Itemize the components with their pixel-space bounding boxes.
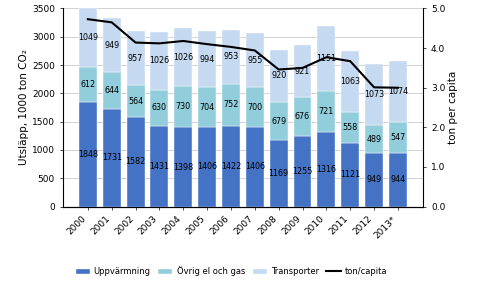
Bar: [150, 32, 168, 90]
Text: 630: 630: [152, 103, 167, 112]
Bar: [388, 153, 406, 207]
Bar: [174, 127, 192, 207]
Text: 1406: 1406: [244, 162, 264, 171]
Text: 730: 730: [175, 102, 191, 111]
Text: 1316: 1316: [316, 165, 336, 174]
Bar: [150, 126, 168, 207]
Text: 957: 957: [128, 53, 143, 63]
Bar: [79, 8, 96, 67]
Bar: [245, 33, 263, 87]
Text: 994: 994: [199, 55, 214, 64]
Text: 1431: 1431: [149, 162, 169, 171]
Text: 547: 547: [389, 133, 405, 142]
Text: 752: 752: [223, 100, 238, 109]
Bar: [126, 117, 144, 207]
Text: 679: 679: [271, 117, 286, 126]
Y-axis label: ton per capita: ton per capita: [447, 71, 457, 144]
Text: 1049: 1049: [78, 33, 98, 42]
Text: 921: 921: [294, 67, 310, 76]
Text: 489: 489: [366, 134, 381, 143]
Bar: [317, 26, 335, 91]
Text: 721: 721: [318, 107, 333, 116]
Text: 1582: 1582: [125, 157, 145, 166]
Bar: [245, 127, 263, 207]
Bar: [198, 127, 216, 207]
Bar: [388, 61, 406, 122]
Text: 949: 949: [366, 175, 381, 184]
Bar: [317, 91, 335, 132]
Text: 1073: 1073: [363, 90, 384, 99]
Text: 704: 704: [199, 102, 214, 112]
Text: 1121: 1121: [339, 170, 360, 179]
Text: 676: 676: [294, 112, 310, 121]
Text: 1026: 1026: [173, 53, 193, 62]
Text: 1255: 1255: [292, 167, 312, 175]
Bar: [79, 102, 96, 207]
Bar: [364, 65, 382, 125]
Text: 1422: 1422: [220, 162, 240, 171]
Bar: [198, 87, 216, 127]
Text: 949: 949: [104, 41, 119, 50]
Text: 1398: 1398: [173, 162, 193, 171]
Bar: [245, 87, 263, 127]
Bar: [79, 67, 96, 102]
Bar: [341, 52, 359, 112]
Bar: [293, 136, 311, 207]
Text: 1074: 1074: [387, 87, 407, 96]
Text: 944: 944: [390, 175, 405, 185]
Text: 1063: 1063: [339, 77, 360, 86]
Text: 644: 644: [104, 86, 119, 95]
Text: 564: 564: [128, 97, 143, 106]
Bar: [269, 140, 287, 207]
Bar: [174, 86, 192, 127]
Bar: [103, 109, 120, 207]
Bar: [222, 83, 240, 126]
Y-axis label: Utsläpp, 1000 ton CO₂: Utsläpp, 1000 ton CO₂: [19, 50, 29, 166]
Bar: [174, 28, 192, 86]
Legend: Uppvärmning, Övrig el och gas, Transporter, ton/capita: Uppvärmning, Övrig el och gas, Transport…: [71, 262, 390, 279]
Bar: [198, 31, 216, 87]
Text: 920: 920: [271, 71, 286, 80]
Bar: [364, 153, 382, 207]
Bar: [364, 125, 382, 153]
Bar: [341, 112, 359, 143]
Bar: [126, 31, 144, 85]
Text: 955: 955: [247, 56, 262, 65]
Bar: [103, 72, 120, 109]
Text: 700: 700: [247, 103, 262, 112]
Bar: [341, 143, 359, 207]
Text: 1026: 1026: [149, 56, 169, 65]
Bar: [293, 97, 311, 136]
Bar: [126, 85, 144, 117]
Bar: [103, 18, 120, 72]
Bar: [222, 30, 240, 83]
Text: 1406: 1406: [197, 162, 216, 171]
Text: 953: 953: [223, 52, 238, 61]
Bar: [269, 50, 287, 102]
Bar: [222, 126, 240, 207]
Bar: [388, 122, 406, 153]
Bar: [269, 102, 287, 140]
Bar: [293, 45, 311, 97]
Text: 1151: 1151: [316, 54, 336, 63]
Bar: [317, 132, 335, 207]
Text: 558: 558: [342, 123, 357, 132]
Text: 1169: 1169: [268, 169, 288, 178]
Bar: [150, 90, 168, 126]
Text: 1848: 1848: [78, 150, 97, 159]
Text: 1731: 1731: [101, 153, 121, 162]
Text: 612: 612: [80, 80, 95, 89]
